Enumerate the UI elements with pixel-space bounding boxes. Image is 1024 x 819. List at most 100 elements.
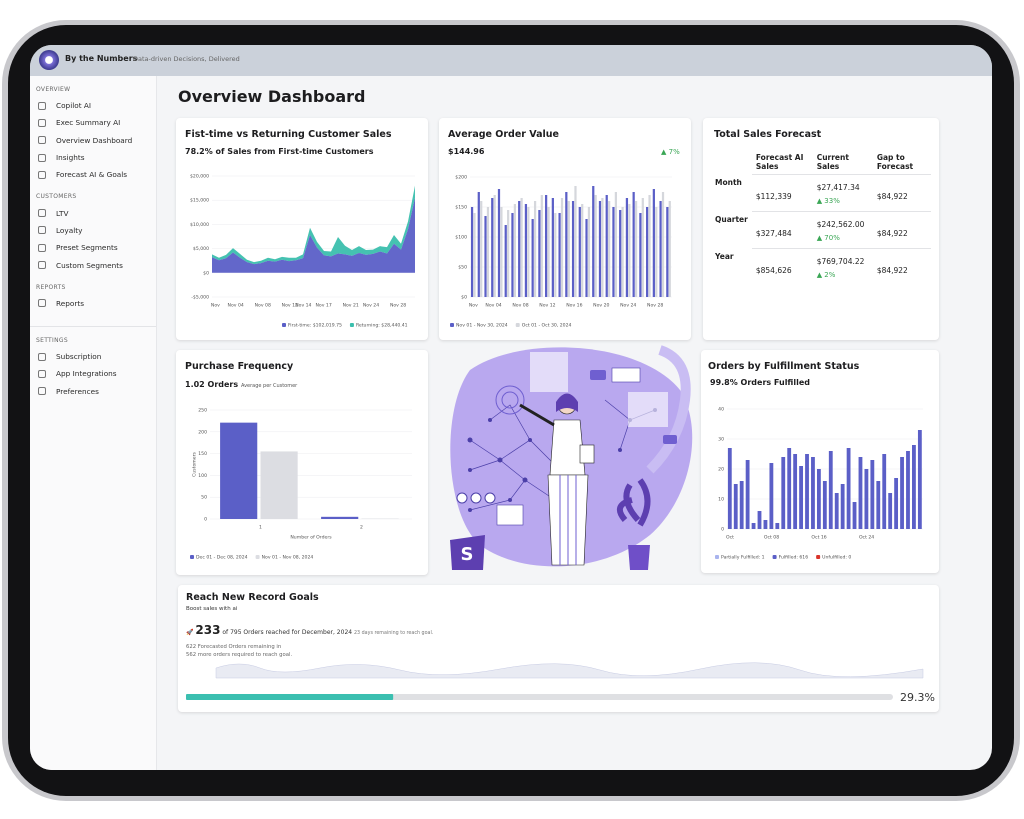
bar [666,207,669,297]
nav-item[interactable]: Preset Segments [30,239,156,256]
bar [775,523,780,529]
x-tick-label: Nov 28 [390,303,406,309]
change: ▲ 70% [816,234,840,242]
column-header: Forecast AI Sales [755,153,804,171]
logo[interactable] [39,50,59,70]
bar [511,213,514,297]
nav-item[interactable]: Insights [30,149,156,166]
section-title: OVERVIEW [36,86,71,93]
bar [520,198,523,297]
bar [652,189,655,297]
nav-item[interactable]: Subscription [30,348,156,365]
bar [540,195,543,297]
tagline: Data-driven Decisions, Delivered [133,55,240,63]
bar [632,192,635,297]
progress-fill [186,694,394,700]
nav-item[interactable]: Copilot AI [30,97,156,114]
brand[interactable]: By the Numbers [65,54,138,63]
y-tick-label: $10,000 [190,222,209,228]
y-tick-label: $20,000 [190,174,209,180]
gap-value: $84,922 [876,229,908,238]
bar [484,216,487,297]
pie-icon [456,492,468,504]
bar [900,457,904,529]
bar [220,422,258,519]
bar [504,225,507,297]
nav-item[interactable]: LTV [30,204,156,221]
legend-swatch [515,323,520,327]
bar [876,481,881,529]
bar [912,445,916,529]
nav-icon [38,387,46,396]
y-tick-label: 150 [198,451,207,457]
card-title: Average Order Value [448,129,559,140]
forecast-value: $327,484 [755,229,792,238]
y-tick-label: 30 [718,437,724,443]
cell: $84,922 [872,174,931,212]
bar [601,198,604,297]
bar [751,523,756,529]
y-tick-label: 40 [718,407,724,413]
bar [545,195,548,297]
goal-line: 🚀 233 of 795 Orders reached for December… [186,623,434,637]
bar [811,457,815,529]
y-tick-label: $200 [455,175,467,181]
frequency-value: 1.02 Orders Average per Customer [185,380,297,389]
bar [321,516,359,519]
nav-item[interactable]: Exec Summary AI [30,114,156,131]
legend-label: Dec 01 - Dec 08, 2024 [196,555,248,561]
nav-item[interactable]: Forecast AI & Goals [30,166,156,183]
sidebar: OVERVIEW Copilot AI Exec Summary AI Overvie… [30,76,157,770]
change-value: 2% [824,271,836,279]
section-title: REPORTS [36,283,66,291]
nav-item[interactable]: Preferences [30,383,156,400]
table-row: Month $112,339 $27,417.34 ▲ 33% $84,922 [711,174,931,212]
bar [769,463,774,529]
gap-value: $84,922 [876,192,908,201]
area [212,197,415,273]
nav-item[interactable]: App Integrations [30,365,156,382]
nav-item[interactable]: Overview Dashboard [30,132,156,149]
nav-label: Loyalty [56,225,83,235]
legend-swatch [190,555,194,559]
bar [592,186,595,297]
y-tick-label: $15,000 [190,198,209,204]
bar [567,201,570,297]
card-title: Reach New Record Goals [186,592,319,603]
section-title: CUSTOMERS [36,193,77,201]
x-tick-label: Nov 20 [593,303,609,309]
goal-required: 562 more orders required to reach goal. [186,652,293,658]
page-title: Overview Dashboard [178,87,366,106]
legend-label: Oct 01 - Oct 30, 2024 [522,323,572,329]
x-tick-label: Nov [211,303,220,309]
table-row: Quarter $327,484 $242,562.00 ▲ 70% $84,922 [711,211,931,249]
cell: $854,626 [751,248,813,286]
bar [870,460,875,529]
bar [493,195,496,297]
bar [585,219,588,297]
nav-item[interactable]: Loyalty [30,222,156,239]
forecast-value: $112,339 [755,192,792,201]
bar [739,481,744,529]
bar [882,454,887,529]
legend-swatch [282,323,286,327]
aov-change: ▲ 7% [661,148,680,156]
nav-item[interactable]: Reports [30,295,156,312]
bar [518,201,521,297]
nav-icon [38,226,46,235]
bar [846,448,851,529]
bar [524,204,528,297]
y-tick-label: $100 [455,235,467,241]
legend-label: Nov 01 - Nov 30, 2024 [456,323,508,329]
x-tick-label: Oct 08 [764,535,779,541]
goals-card: Reach New Record Goals Boost sales with … [178,585,939,712]
x-tick-label: Nov 08 [512,303,528,309]
nav-icon [38,299,46,308]
nav-item[interactable]: Custom Segments [30,256,156,273]
legend-label: Nov 01 - Nov 08, 2024 [262,555,314,561]
bar [805,454,809,529]
frequency-number: 1.02 Orders [185,380,239,389]
bar [634,201,638,297]
bar [917,430,922,529]
